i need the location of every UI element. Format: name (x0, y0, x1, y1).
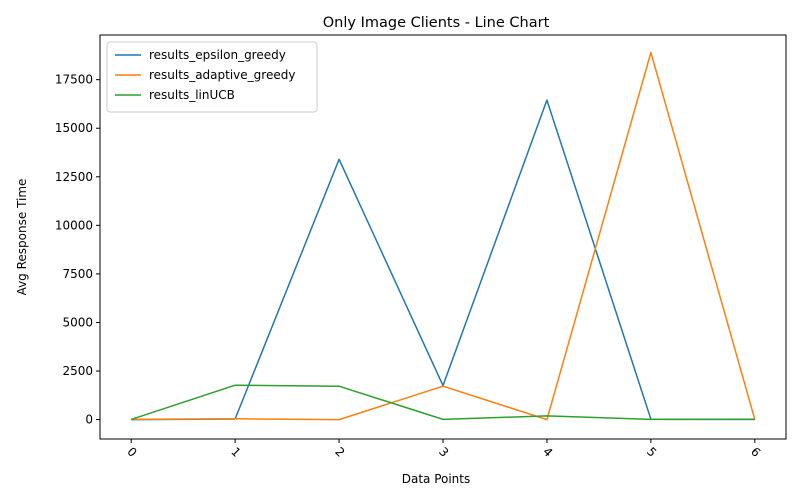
y-tick-label: 17500 (55, 73, 93, 87)
series-line-results-adaptive-greedy (131, 51, 756, 421)
y-axis-label: Avg Response Time (15, 179, 29, 296)
y-tick-label: 7500 (62, 267, 93, 281)
legend-label: results_linUCB (149, 88, 235, 102)
x-tick-label: 2 (332, 445, 347, 460)
legend: results_epsilon_greedy results_adaptive_g… (106, 41, 318, 113)
x-axis-label: Data Points (402, 472, 471, 486)
y-tick-label: 12500 (55, 170, 93, 184)
y-axis: 0 2500 5000 7500 10000 12500 15000 17500 (55, 73, 100, 427)
chart-title: Only Image Clients - Line Chart (323, 15, 550, 31)
series-line-results-linUCB (130, 384, 755, 421)
x-tick-label: 4 (540, 445, 555, 460)
x-tick-label: 3 (436, 445, 451, 460)
legend-label: results_adaptive_greedy (149, 68, 295, 82)
series-lines (130, 51, 756, 421)
y-tick-label: 10000 (55, 218, 93, 232)
x-tick-label: 6 (748, 445, 763, 460)
plot-frame (99, 34, 787, 440)
y-tick-label: 2500 (62, 364, 93, 378)
y-tick-label: 0 (85, 413, 93, 427)
x-axis: 0 1 2 3 4 5 6 (124, 439, 763, 460)
legend-label: results_epsilon_greedy (149, 48, 286, 62)
x-tick-label: 0 (124, 445, 139, 460)
x-tick-label: 5 (644, 445, 659, 460)
legend-box (106, 41, 318, 113)
y-tick-label: 5000 (62, 315, 93, 329)
x-tick-label: 1 (228, 445, 243, 460)
y-tick-label: 15000 (55, 121, 93, 135)
